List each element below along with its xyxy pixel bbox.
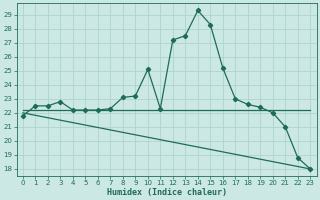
X-axis label: Humidex (Indice chaleur): Humidex (Indice chaleur) (107, 188, 227, 197)
